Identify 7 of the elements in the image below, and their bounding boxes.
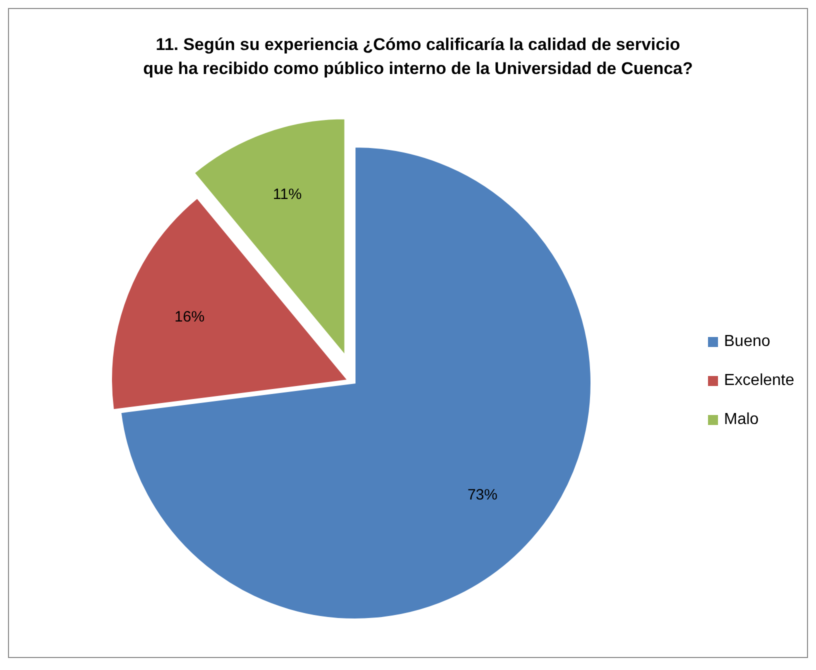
legend-label: Bueno xyxy=(724,333,770,350)
legend-label: Excelente xyxy=(724,372,794,390)
data-label: 73% xyxy=(467,486,498,504)
data-label: 11% xyxy=(272,186,302,203)
chart-title: 11. Según su experiencia ¿Cómo calificaría la calidad de servicio que ha recibido como público interno de la Universidad de Cuenca? xyxy=(143,35,693,78)
legend-label: Malo xyxy=(724,411,759,428)
data-label: 16% xyxy=(174,308,205,326)
